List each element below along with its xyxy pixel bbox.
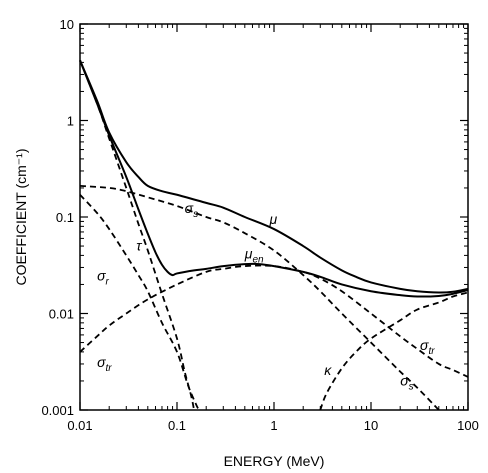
- y-tick-label: 10: [60, 17, 74, 32]
- series-label: σtr: [97, 354, 112, 374]
- series-label: μen: [244, 246, 264, 266]
- series-curve-sigma-s: [79, 185, 440, 411]
- y-axis-title: COEFFICIENT (cm⁻¹): [13, 148, 29, 285]
- y-tick-label: 1: [67, 114, 74, 129]
- x-tick-label: 1: [270, 418, 277, 433]
- series-label: σtr: [420, 337, 435, 357]
- y-tick-label: 0.001: [41, 403, 74, 418]
- series-label: μ: [269, 211, 278, 227]
- series-label: σr: [97, 267, 109, 287]
- x-tick-label: 10: [364, 418, 378, 433]
- x-axis-title: ENERGY (MeV): [224, 453, 325, 469]
- series-label: σs: [185, 200, 198, 220]
- y-tick-label: 0.01: [49, 307, 74, 322]
- series-label: τ: [136, 237, 142, 253]
- series-curve-mu-en: [79, 59, 469, 298]
- series-curve-mu: [79, 59, 469, 294]
- x-tick-label: 0.1: [168, 418, 186, 433]
- curves: [79, 59, 469, 411]
- y-tick-label: 0.1: [56, 210, 74, 225]
- x-tick-label: 0.01: [67, 418, 92, 433]
- x-tick-label: 100: [457, 418, 479, 433]
- series-curve-sigma-r: [79, 194, 201, 411]
- series-label: σs: [400, 372, 413, 392]
- series-curve-sigma-tr: [79, 264, 469, 378]
- series-label: κ: [324, 362, 332, 378]
- series-curve-kappa: [319, 291, 469, 411]
- series-curve-tau: [79, 60, 195, 411]
